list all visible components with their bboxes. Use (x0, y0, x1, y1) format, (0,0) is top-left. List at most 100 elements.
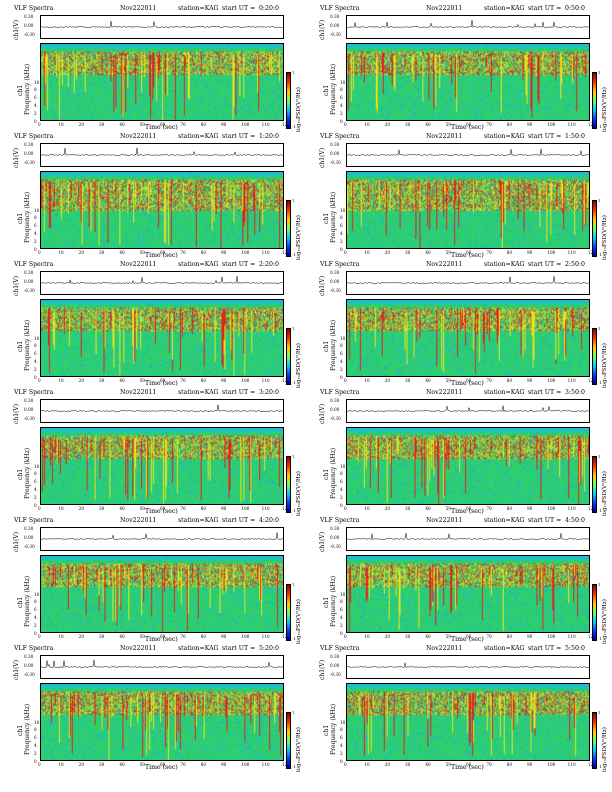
time-tick: 100 (547, 378, 556, 383)
panel-title: VLF Spectra (320, 645, 360, 652)
time-tick: 20 (78, 762, 84, 767)
time-tick: 70 (180, 506, 186, 511)
colorbar (286, 328, 291, 385)
time-tick: 110 (261, 378, 270, 383)
time-tick: 110 (261, 122, 270, 127)
panel-date: Nov222011 (426, 261, 463, 268)
panel-date: Nov222011 (120, 389, 157, 396)
strip-tick: -0.30 (330, 672, 341, 677)
panel-start-time: 5:20:0 (259, 645, 279, 652)
time-tick: 70 (486, 378, 492, 383)
colorbar-label: log₁₀PSD(V²/Hz) (296, 87, 302, 132)
colorbar-label: log₁₀PSD(V²/Hz) (602, 471, 608, 516)
spectrogram (40, 43, 284, 121)
time-tick: 80 (506, 378, 512, 383)
time-tick: 50 (139, 378, 145, 383)
time-xlabel: Time (sec) (451, 764, 484, 771)
freq-ylabel: Frequency (kHz) (330, 63, 337, 115)
panel-title: VLF Spectra (14, 5, 54, 12)
freq-tick: 8 (34, 471, 37, 477)
time-tick: 30 (99, 250, 105, 255)
time-tick: 30 (99, 634, 105, 639)
spectrogram (40, 427, 284, 505)
time-tick: 90 (221, 762, 227, 767)
strip-tick: 0.30 (330, 270, 340, 275)
freq-tick: 10 (34, 463, 40, 469)
freq-tick: 8 (34, 215, 37, 221)
freq-tick: 10 (340, 719, 346, 725)
time-tick: 30 (405, 122, 411, 127)
time-tick: 20 (384, 122, 390, 127)
time-tick: 90 (527, 250, 533, 255)
panel-start-label: start UT = (222, 389, 256, 396)
time-tick: 10 (58, 634, 64, 639)
panel-start-label: start UT = (222, 261, 256, 268)
strip-ylabel: ch1(V) (13, 147, 20, 168)
time-tick: 110 (567, 506, 576, 511)
time-tick: 20 (78, 122, 84, 127)
strip-tick: 0.30 (330, 526, 340, 531)
panel-date: Nov222011 (120, 5, 157, 12)
time-xlabel: Time (sec) (451, 124, 484, 131)
strip-tick: 0.30 (24, 14, 34, 19)
panel-station: station=KAG (178, 517, 219, 524)
time-tick: 60 (160, 122, 166, 127)
strip-tick: 0.30 (330, 142, 340, 147)
time-tick: 10 (364, 250, 370, 255)
panel-title: VLF Spectra (14, 517, 54, 524)
colorbar (592, 328, 597, 385)
freq-tick: 0 (34, 246, 37, 252)
time-xlabel: Time (sec) (451, 252, 484, 259)
freq-tick: 2 (34, 494, 37, 500)
panel-start-time: 4:50:0 (565, 517, 585, 524)
freq-tick: 0 (340, 630, 343, 636)
waveform-strip (40, 527, 285, 551)
colorbar (592, 456, 597, 513)
time-tick: 40 (119, 634, 125, 639)
freq-tick: 8 (34, 343, 37, 349)
strip-tick: 0.00 (330, 663, 340, 668)
waveform-strip (346, 655, 591, 679)
freq-tick: 4 (340, 230, 343, 236)
time-tick: 50 (445, 506, 451, 511)
strip-tick: 0.30 (330, 14, 340, 19)
panel-station: station=KAG (484, 517, 525, 524)
freq-ylabel-ch: ch1 (323, 468, 330, 480)
strip-ylabel: ch1(V) (319, 531, 326, 552)
panel-header: VLF Spectra Nov222011 station=KAG start UT … (306, 644, 612, 654)
freq-ylabel-ch: ch1 (323, 212, 330, 224)
time-xlabel: Time (sec) (451, 636, 484, 643)
time-tick: 20 (78, 506, 84, 511)
panel-date: Nov222011 (120, 133, 157, 140)
freq-tick: 4 (340, 358, 343, 364)
colorbar-tick: 1 (292, 582, 295, 587)
strip-tick: -0.30 (330, 544, 341, 549)
spectrogram-panel: VLF Spectra Nov222011 station=KAG start UT … (306, 132, 612, 260)
strip-tick: -0.30 (24, 160, 35, 165)
freq-ylabel: Frequency (kHz) (330, 575, 337, 627)
waveform-strip (346, 143, 591, 167)
freq-ylabel: Frequency (kHz) (330, 319, 337, 371)
freq-tick: 4 (34, 742, 37, 748)
freq-tick: 8 (340, 343, 343, 349)
freq-tick: 6 (340, 735, 343, 741)
panel-header: VLF Spectra Nov222011 station=KAG start UT … (306, 132, 612, 142)
colorbar-tick: -1 (598, 636, 602, 641)
time-tick: 80 (506, 122, 512, 127)
strip-tick: 0.00 (24, 407, 34, 412)
strip-ylabel: ch1(V) (319, 19, 326, 40)
time-tick: 0 (344, 634, 347, 639)
colorbar-tick: 1 (598, 70, 601, 75)
strip-tick: 0.30 (24, 142, 34, 147)
spectrogram-image (41, 172, 283, 248)
freq-tick: 6 (340, 95, 343, 101)
time-tick: 70 (180, 762, 186, 767)
time-tick: 0 (38, 506, 41, 511)
freq-tick: 6 (34, 223, 37, 229)
time-tick: 100 (241, 634, 250, 639)
time-tick: 30 (405, 250, 411, 255)
freq-tick: 10 (34, 79, 40, 85)
time-tick: 30 (99, 506, 105, 511)
colorbar-label: log₁₀PSD(V²/Hz) (602, 599, 608, 644)
panel-start-time: 5:50:0 (565, 645, 585, 652)
